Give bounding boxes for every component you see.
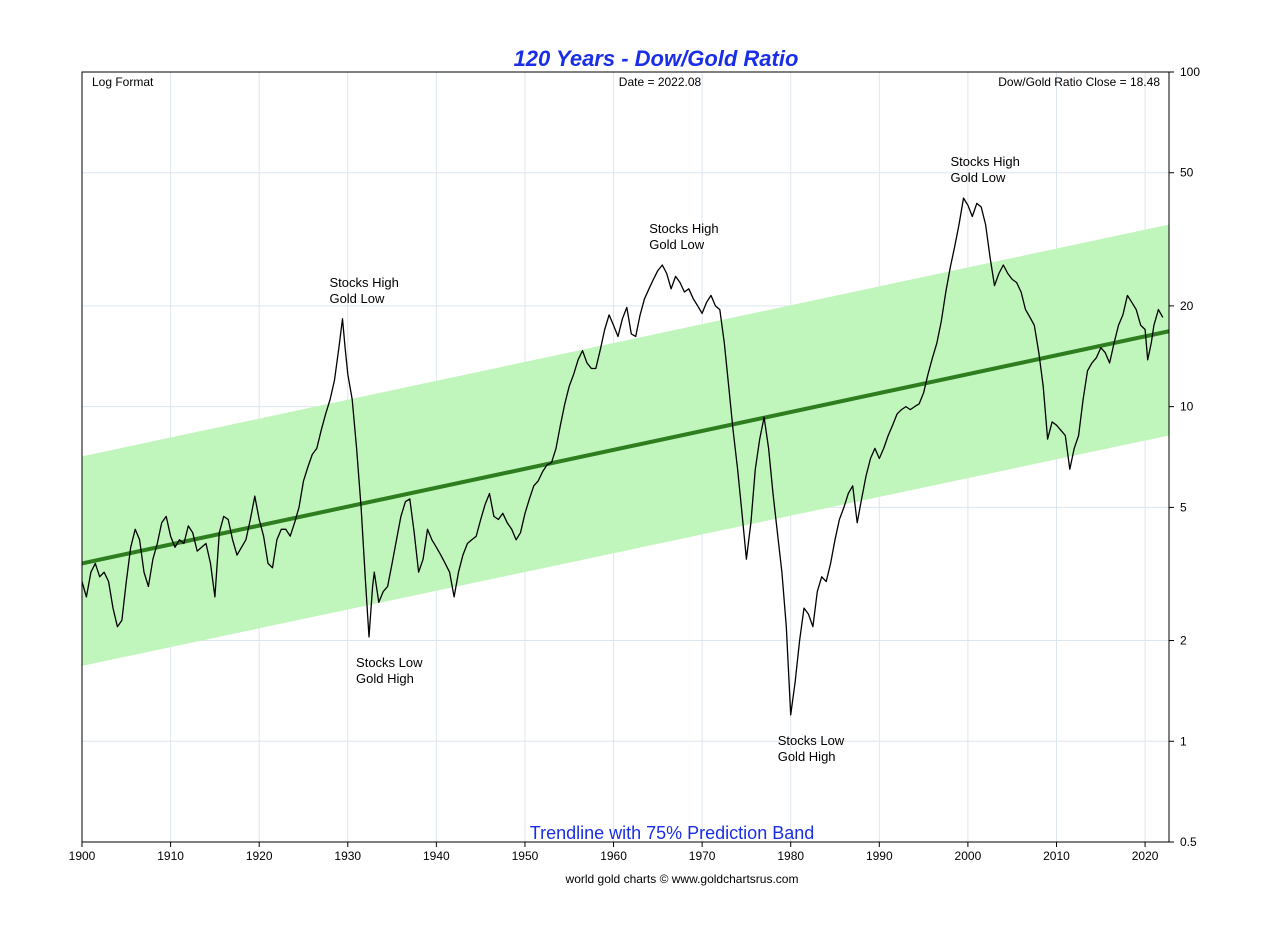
chart-subtitle: Trendline with 75% Prediction Band	[530, 823, 815, 843]
x-tick-label: 1920	[246, 849, 273, 863]
annotation-label: Gold High	[356, 671, 414, 686]
y-tick-label: 1	[1180, 734, 1187, 748]
y-tick-label: 2	[1180, 634, 1187, 648]
y-tick-label: 0.5	[1180, 835, 1197, 849]
y-tick-label: 20	[1180, 299, 1194, 313]
x-tick-label: 1970	[689, 849, 716, 863]
y-tick-label: 5	[1180, 500, 1187, 514]
log-format-label: Log Format	[92, 75, 154, 89]
x-tick-label: 1990	[866, 849, 893, 863]
annotation-label: Stocks High	[329, 275, 398, 290]
annotation-label: Stocks High	[950, 154, 1019, 169]
footer-credit: world gold charts © www.goldchartsrus.co…	[565, 872, 799, 886]
x-tick-label: 1900	[69, 849, 96, 863]
x-tick-label: 1980	[777, 849, 804, 863]
prediction-band	[82, 224, 1169, 666]
x-axis: 1900 1910 1920 1930 1940 1950 1960 1970 1980 1990…	[69, 842, 1159, 863]
x-tick-label: 1940	[423, 849, 450, 863]
x-tick-label: 2020	[1132, 849, 1159, 863]
trendline	[81, 329, 1170, 566]
x-tick-label: 1950	[512, 849, 539, 863]
x-tick-label: 1930	[334, 849, 361, 863]
annotation-label: Stocks High	[649, 221, 718, 236]
annotation-label: Gold Low	[329, 291, 385, 306]
date-label: Date = 2022.08	[619, 75, 702, 89]
ratio-close-label: Dow/Gold Ratio Close = 18.48	[998, 75, 1160, 89]
dow-gold-ratio-line	[81, 197, 1164, 716]
annotation-label: Stocks Low	[778, 733, 845, 748]
y-tick-label: 10	[1180, 400, 1194, 414]
x-tick-label: 1960	[600, 849, 627, 863]
y-tick-label: 100	[1180, 65, 1200, 79]
plot-frame	[81, 71, 1170, 843]
chart-title: 120 Years - Dow/Gold Ratio	[514, 46, 799, 71]
x-tick-label: 1910	[157, 849, 184, 863]
annotation-label: Gold High	[778, 749, 836, 764]
annotation-label: Gold Low	[649, 237, 705, 252]
plot-area	[81, 72, 1170, 842]
y-tick-label: 50	[1180, 166, 1194, 180]
x-tick-label: 2010	[1043, 849, 1070, 863]
x-tick-label: 2000	[955, 849, 982, 863]
annotation-label: Stocks Low	[356, 655, 423, 670]
y-axis: 0.5 1 2 5 10 20 50 100	[1169, 65, 1200, 849]
annotation-label: Gold Low	[950, 170, 1006, 185]
